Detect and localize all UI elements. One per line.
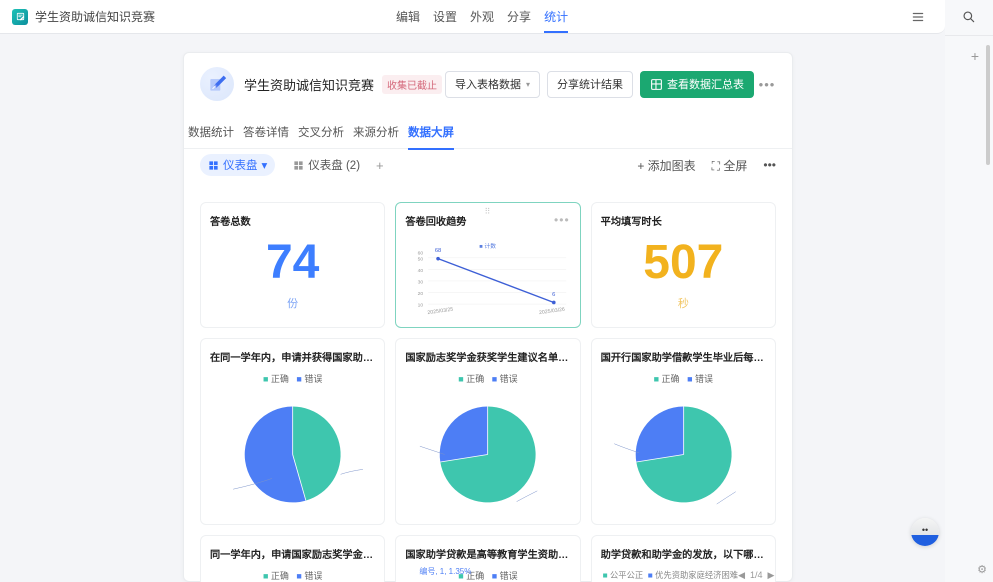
svg-text:60: 60 (418, 251, 424, 257)
svg-text:2025/03/25: 2025/03/25 (427, 307, 454, 317)
svg-text:40: 40 (418, 268, 424, 274)
svg-text:2025/03/26: 2025/03/26 (539, 307, 566, 317)
svg-text:50: 50 (418, 256, 424, 262)
svg-text:68: 68 (435, 248, 441, 254)
svg-text:30: 30 (418, 279, 424, 285)
svg-text:10: 10 (418, 303, 424, 309)
svg-text:6: 6 (553, 292, 556, 298)
svg-text:20: 20 (418, 291, 424, 297)
svg-text:■ 计数: ■ 计数 (480, 242, 497, 250)
